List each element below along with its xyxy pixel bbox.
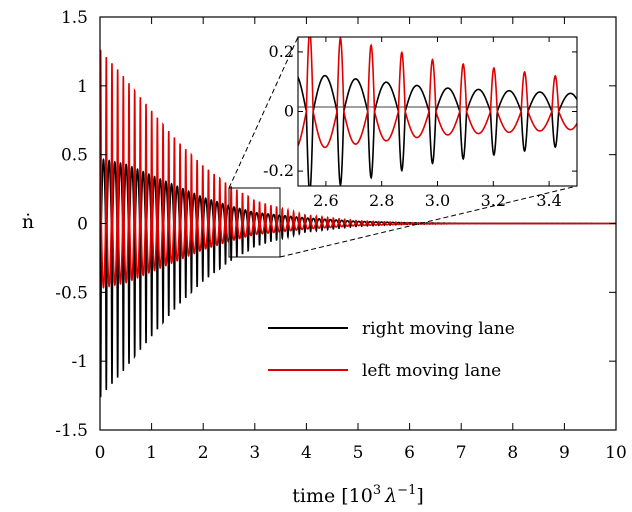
x-tick-label: 2 bbox=[198, 443, 209, 463]
inset-background bbox=[298, 37, 577, 186]
inset-axis-ticks: 2.6 2.8 3.0 3.2 3.4 -0.2 0 0.2 bbox=[263, 37, 577, 210]
zoom-box bbox=[228, 187, 281, 258]
x-tick-label: 8 bbox=[507, 443, 518, 463]
legend-label-left-moving-lane: left moving lane bbox=[362, 361, 501, 381]
inset-x-tick-label: 3.4 bbox=[536, 191, 561, 210]
y-axis-label: ṅ bbox=[22, 211, 34, 233]
x-axis-label: time [103 λ−1] bbox=[292, 483, 424, 507]
x-tick-label: 0 bbox=[95, 443, 106, 463]
main-plot-series bbox=[100, 49, 616, 398]
zoom-connector-top bbox=[228, 36, 299, 189]
y-tick-label: -1.5 bbox=[55, 421, 88, 441]
legend-label-right-moving-lane: right moving lane bbox=[362, 319, 515, 339]
inset-x-tick-label: 3.0 bbox=[425, 191, 450, 210]
inset-series-line-left-moving-lane bbox=[298, 37, 577, 149]
inset-x-tick-label: 2.6 bbox=[313, 191, 338, 210]
inset-plot-series bbox=[298, 37, 577, 186]
inset-y-tick-label: 0.2 bbox=[269, 42, 294, 61]
series-line-left-moving-lane bbox=[100, 49, 616, 289]
x-tick-label: 3 bbox=[249, 443, 260, 463]
x-tick-label: 10 bbox=[605, 443, 627, 463]
inset-x-tick-label: 2.8 bbox=[369, 191, 394, 210]
legend: right moving lane left moving lane bbox=[268, 319, 515, 381]
x-tick-label: 1 bbox=[146, 443, 157, 463]
y-tick-label: 0 bbox=[77, 215, 88, 235]
inset-y-tick-label: -0.2 bbox=[263, 161, 294, 180]
y-tick-label: 1 bbox=[77, 77, 88, 97]
x-tick-label: 7 bbox=[456, 443, 467, 463]
x-tick-label: 4 bbox=[301, 443, 312, 463]
y-tick-label: -1 bbox=[71, 352, 88, 372]
x-tick-label: 9 bbox=[559, 443, 570, 463]
y-tick-label: 1.5 bbox=[61, 8, 88, 28]
y-tick-label: 0.5 bbox=[61, 146, 88, 166]
x-tick-label: 5 bbox=[353, 443, 364, 463]
x-tick-label: 6 bbox=[404, 443, 415, 463]
inset-x-tick-label: 3.2 bbox=[481, 191, 506, 210]
zoom-connector-bottom bbox=[279, 185, 578, 258]
y-tick-label: -0.5 bbox=[55, 283, 88, 303]
main-axis-ticks: 0 1 2 3 4 5 6 7 8 9 10 -1.5 -1 -0.5 0 0.5 1 1.5 bbox=[55, 8, 627, 463]
inset-y-tick-label: 0 bbox=[284, 102, 294, 121]
